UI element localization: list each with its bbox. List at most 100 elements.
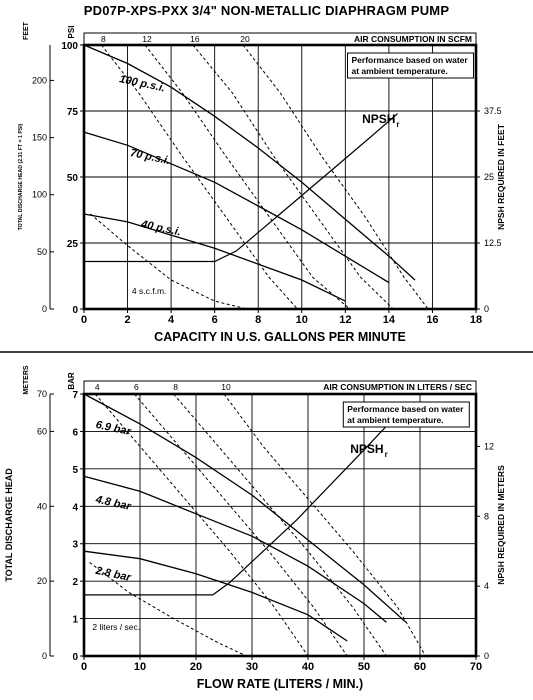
series-label: 4.8 bar [94,494,133,513]
right-tick-label: 12.5 [484,238,502,248]
air-curve-1 [101,44,298,310]
air-consumption-label: AIR CONSUMPTION IN SCFM [354,34,472,44]
air-curve-4 [223,393,427,657]
npsh-curve [84,419,393,596]
x-tick-label: 20 [190,661,202,673]
npsh-subscript: r [385,450,388,459]
left-axis-label: TOTAL DISCHARGE HEAD [4,468,14,582]
x-tick-label: 70 [470,661,482,673]
inner-tick-label: 5 [72,465,78,476]
air-tick-label: 8 [173,382,178,392]
x-tick-label: 12 [339,314,351,326]
outer-tick-label: 40 [37,501,47,511]
x-axis-label: CAPACITY IN U.S. GALLONS PER MINUTE [154,330,406,344]
note-box [347,52,475,79]
air-curve-1 [94,393,309,657]
air-curve-3 [173,393,387,657]
air-curve-2 [134,393,348,657]
inner-tick-label: 0 [72,305,78,316]
series-label: 40 p.s.i. [139,218,182,238]
right-tick-label: 0 [484,651,489,661]
left-unit-outer: FEET [23,21,30,40]
performance-curve-1 [83,475,387,623]
inner-tick-label: 100 [61,41,78,52]
inner-tick-label: 3 [72,540,78,551]
left-unit-inner: PSI [67,26,76,39]
inner-tick-label: 4 [72,502,78,513]
air-curve-label: 4 s.c.f.m. [132,286,166,296]
air-tick-label: 6 [134,382,139,392]
note-line-2: at ambient temperature. [347,415,443,425]
air-tick-label: 20 [240,34,250,44]
left-unit-inner: BAR [67,372,76,390]
x-tick-label: 50 [358,661,370,673]
x-tick-label: 30 [246,661,258,673]
right-axis-label: NPSH REQUIRED IN FEET [496,123,506,230]
right-tick-label: 25 [484,172,494,182]
inner-tick-label: 25 [67,239,79,250]
series-label: 70 p.s.i. [129,147,171,167]
outer-tick-label: 60 [37,426,47,436]
x-tick-label: 0 [81,314,87,326]
performance-curve-2 [83,213,346,302]
outer-tick-label: 200 [32,75,47,85]
outer-tick-label: 20 [37,576,47,586]
air-tick-label: 12 [142,34,152,44]
x-tick-label: 18 [470,314,482,326]
right-tick-label: 12 [484,441,494,451]
npsh-label: NPSH [350,442,383,456]
outer-tick-label: 0 [42,651,47,661]
x-tick-label: 4 [168,314,175,326]
right-tick-label: 8 [484,511,489,521]
inner-tick-label: 1 [72,615,78,626]
inner-tick-label: 7 [72,390,78,401]
x-tick-label: 60 [414,661,426,673]
right-tick-label: 0 [484,304,489,314]
plot-frame [82,392,478,658]
air-tick-label: 16 [190,34,200,44]
performance-curve-0 [83,44,416,281]
x-tick-label: 0 [81,661,87,673]
x-tick-label: 16 [426,314,438,326]
note-line-2: at ambient temperature. [352,66,448,76]
series-label: 6.9 bar [95,419,133,438]
inner-tick-label: 50 [67,173,79,184]
left-unit-outer: METERS [23,365,30,395]
air-tick-label: 10 [221,382,231,392]
performance-curve-0 [83,393,407,623]
inner-tick-label: 0 [72,652,78,663]
note-line-1: Performance based on water [347,404,464,414]
right-axis-label: NPSH REQUIRED IN METERS [496,465,506,585]
outer-tick-label: 0 [42,304,47,314]
right-tick-label: 4 [484,581,489,591]
performance-curve-2 [83,550,348,642]
npsh-label: NPSH [362,112,395,126]
air-curve-label: 2 liters / sec. [92,622,140,632]
npsh-subscript: r [396,120,399,129]
x-tick-label: 6 [212,314,218,326]
outer-tick-label: 70 [37,389,47,399]
x-tick-label: 10 [296,314,308,326]
npsh-curve [84,113,398,263]
outer-tick-label: 50 [37,247,47,257]
inner-tick-label: 6 [72,427,78,438]
air-curve-2 [144,44,351,310]
outer-tick-label: 150 [32,133,47,143]
air-curve-0 [89,562,247,657]
air-curve-3 [192,44,394,310]
left-axis-label: TOTAL DISCHARGE HEAD (2.31 FT = 1 PSI) [18,123,24,230]
air-tick-label: 8 [101,34,106,44]
outer-tick-label: 100 [32,190,47,200]
series-label: 100 p.s.i. [118,73,166,94]
chart-title: PD07P-XPS-PXX 3/4" NON-METALLIC DIAPHRAG… [83,3,450,18]
x-axis-label: FLOW RATE (LITERS / MIN.) [197,677,363,691]
inner-tick-label: 2 [72,577,78,588]
air-curve-4 [242,44,429,310]
air-consumption-label: AIR CONSUMPTION IN LITERS / SEC [323,382,472,392]
x-tick-label: 2 [124,314,130,326]
right-tick-label: 37.5 [484,106,502,116]
note-box [342,401,470,428]
air-tick-label: 4 [95,382,100,392]
x-tick-label: 8 [255,314,261,326]
